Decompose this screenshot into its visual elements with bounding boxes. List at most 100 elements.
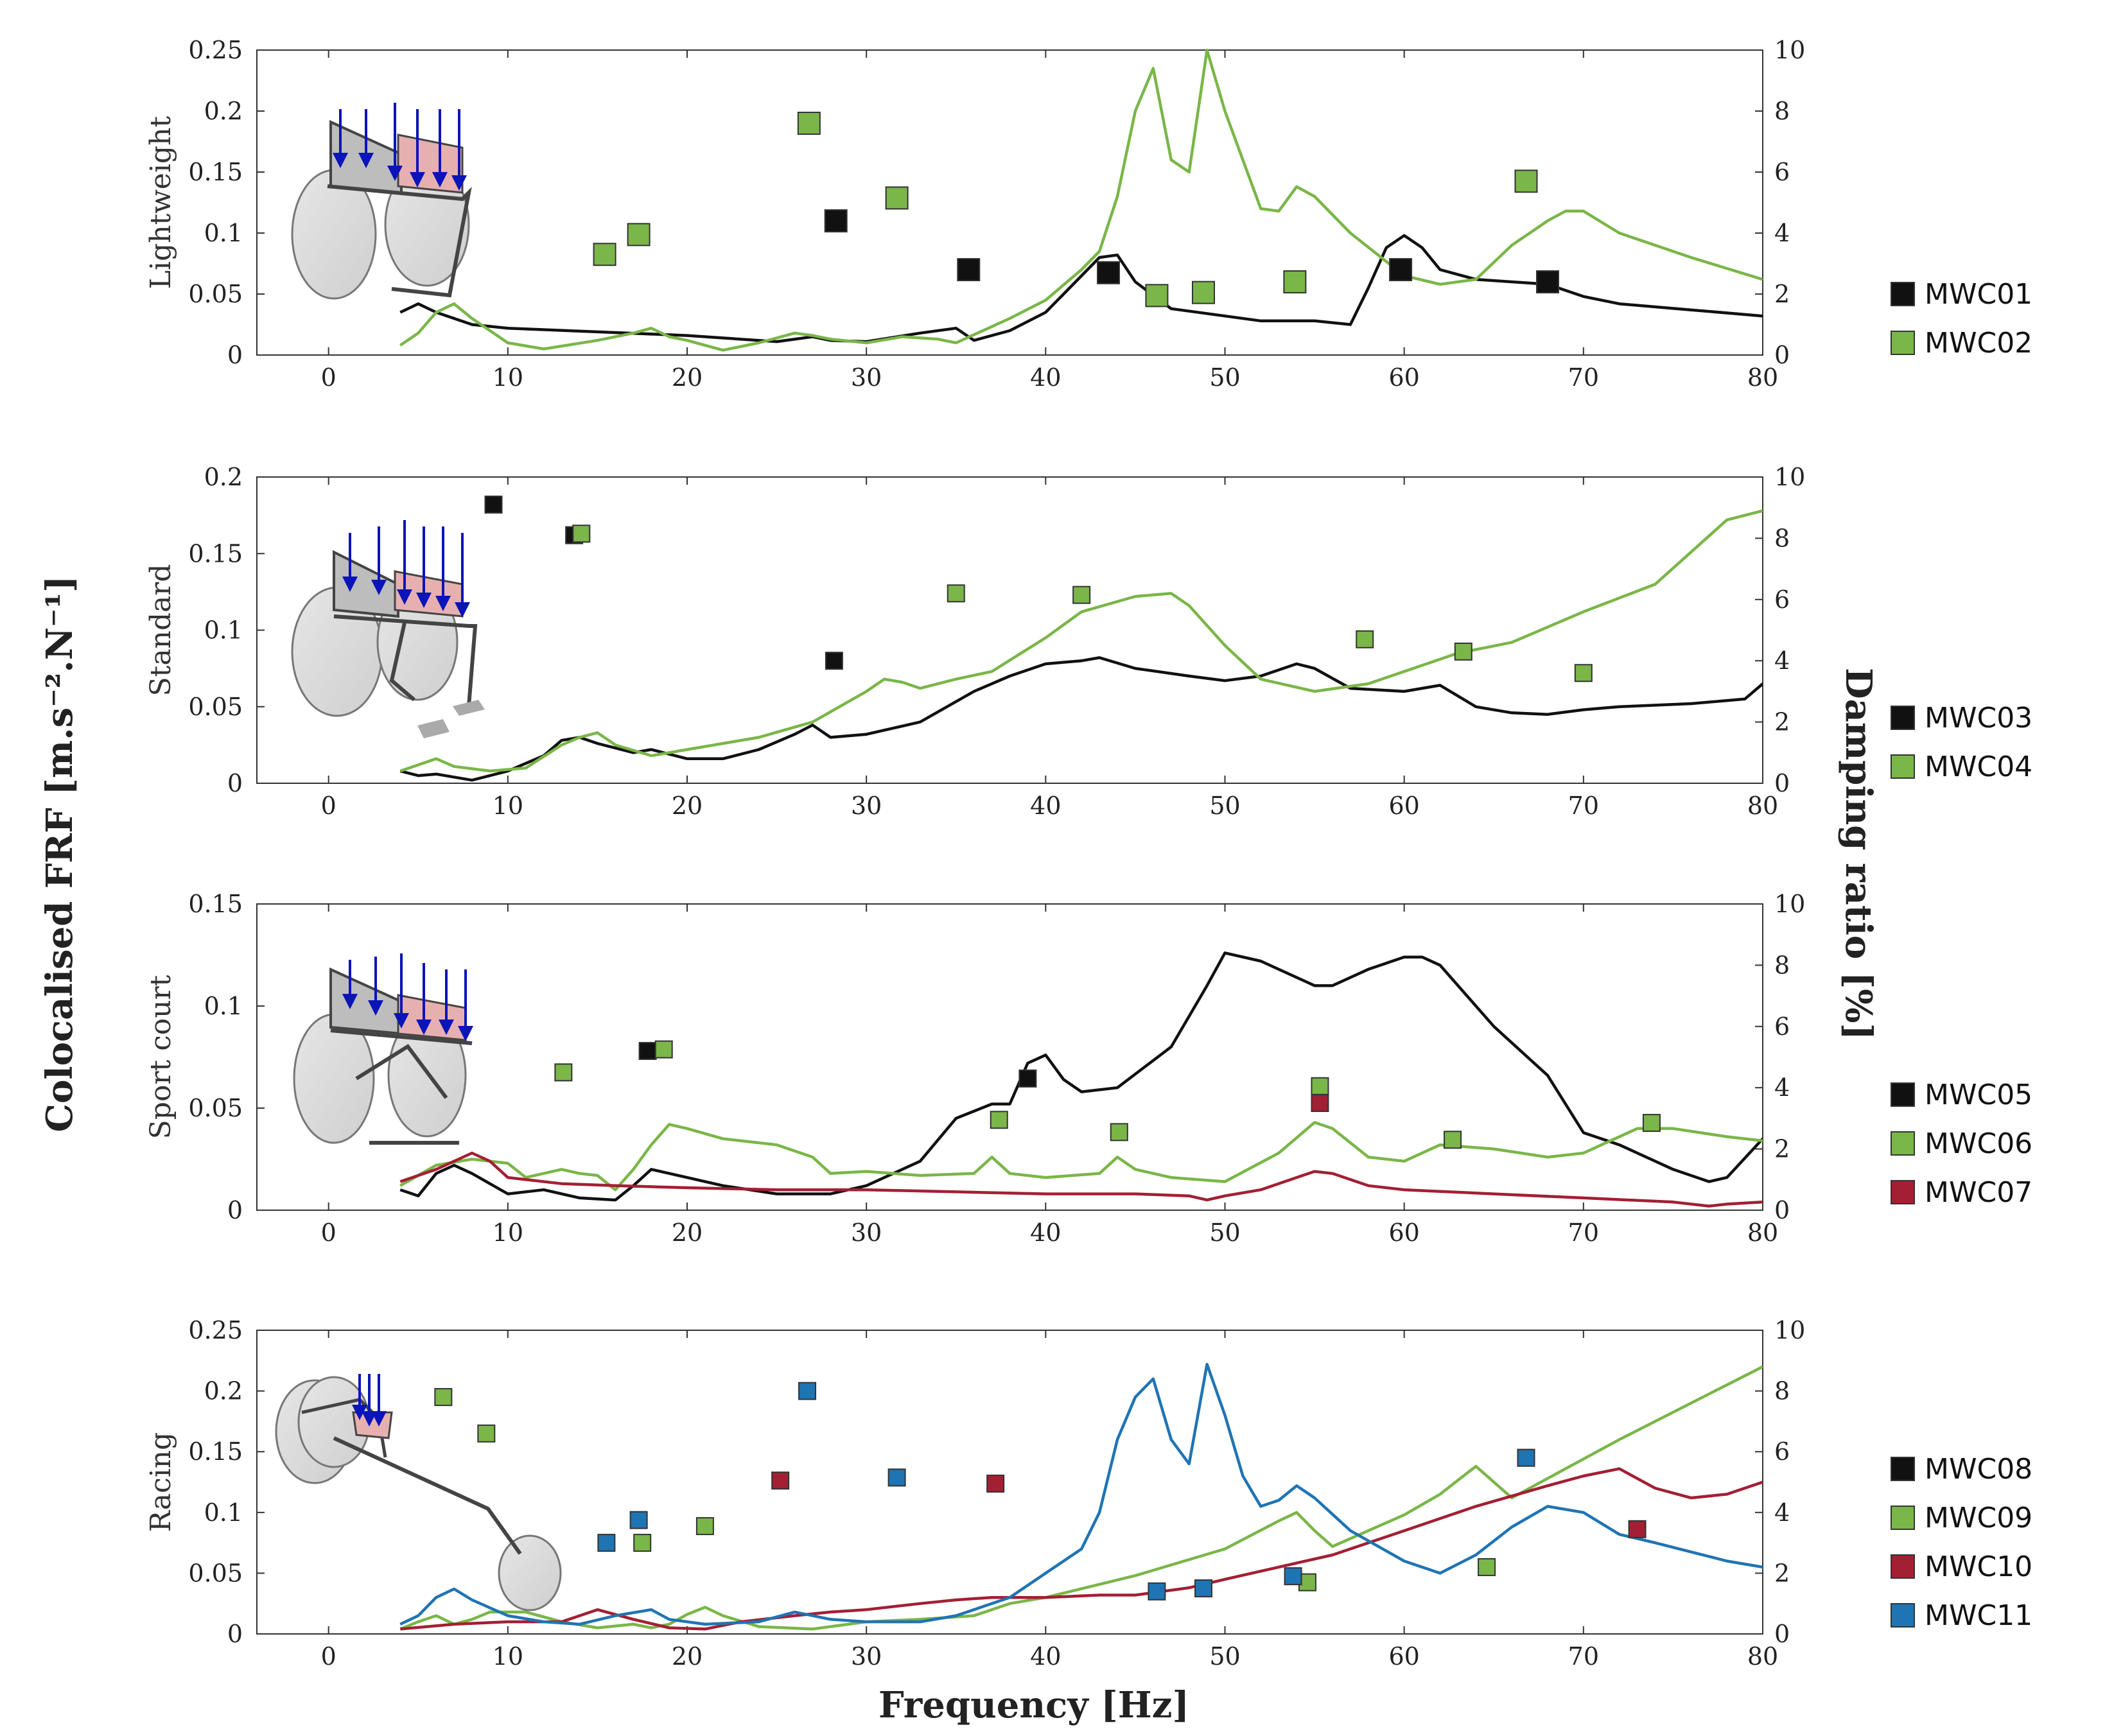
panel-label: Lightweight — [144, 116, 177, 289]
damping-marker-mwc11 — [887, 1468, 906, 1487]
damping-marker-mwc07 — [1311, 1094, 1329, 1113]
x-tick-label: 0 — [321, 1642, 336, 1671]
x-tick-label: 20 — [672, 363, 703, 392]
legend-label: MWC08 — [1925, 1453, 2032, 1486]
x-tick-label: 80 — [1747, 792, 1778, 820]
legend-swatch — [1891, 282, 1915, 306]
y-tick-label: 0.15 — [188, 539, 243, 568]
damping-marker-mwc11 — [1284, 1567, 1302, 1586]
damping-tick-label: 4 — [1774, 1073, 1790, 1102]
damping-tick-label: 0 — [1774, 1196, 1790, 1224]
x-tick-label: 70 — [1568, 1219, 1599, 1247]
damping-tick-label: 8 — [1774, 951, 1790, 979]
damping-marker-mwc02 — [627, 223, 651, 247]
damping-tick-label: 10 — [1774, 36, 1805, 64]
damping-marker-mwc04 — [572, 525, 591, 543]
damping-marker-mwc06 — [1444, 1131, 1462, 1149]
damping-tick-label: 10 — [1774, 1316, 1805, 1344]
x-tick-label: 60 — [1388, 792, 1419, 820]
damping-marker-mwc06 — [1311, 1077, 1329, 1095]
damping-tick-label: 4 — [1774, 219, 1790, 247]
legend-swatch — [1891, 1180, 1915, 1204]
legend-swatch — [1891, 1131, 1915, 1156]
legend-label: MWC01 — [1925, 278, 2032, 311]
damping-marker-mwc11 — [1148, 1582, 1166, 1601]
standard-wheelchair-illustration — [291, 520, 485, 738]
x-tick-label: 0 — [321, 792, 336, 820]
damping-marker-mwc09 — [434, 1388, 453, 1407]
legend-label: MWC05 — [1925, 1079, 2032, 1111]
damping-tick-label: 8 — [1774, 1377, 1790, 1405]
y-tick-label: 0.2 — [204, 1377, 243, 1405]
x-tick-label: 50 — [1209, 1642, 1240, 1671]
panel-label: Racing — [144, 1432, 177, 1532]
x-tick-label: 40 — [1030, 363, 1061, 392]
x-tick-label: 70 — [1568, 1642, 1599, 1671]
right-axis-title: Damping ratio [%] — [1837, 668, 1880, 1040]
y-tick-label: 0.1 — [204, 219, 243, 247]
frf-line-mwc04 — [399, 509, 1763, 773]
y-tick-label: 0.15 — [188, 890, 243, 918]
x-tick-label: 50 — [1209, 1219, 1240, 1247]
damping-marker-mwc04 — [1454, 642, 1472, 661]
damping-marker-mwc11 — [629, 1511, 648, 1529]
legend-swatch — [1891, 754, 1915, 779]
y-tick-label: 0 — [227, 769, 243, 797]
legend-swatch — [1891, 1603, 1915, 1627]
x-tick-label: 0 — [321, 1219, 336, 1247]
x-tick-label: 0 — [321, 363, 336, 392]
damping-tick-label: 0 — [1774, 769, 1790, 797]
x-tick-label: 10 — [493, 363, 523, 392]
x-tick-label: 10 — [493, 1219, 523, 1247]
x-tick-label: 70 — [1568, 363, 1599, 392]
damping-tick-label: 4 — [1774, 1498, 1790, 1527]
damping-marker-mwc02 — [593, 243, 616, 266]
damping-marker-mwc02 — [1192, 281, 1215, 304]
legend-label: MWC06 — [1925, 1127, 2032, 1160]
damping-marker-mwc04 — [1072, 586, 1091, 604]
damping-marker-mwc11 — [1194, 1579, 1212, 1598]
x-tick-label: 20 — [672, 1219, 703, 1247]
damping-marker-mwc01 — [1536, 270, 1559, 293]
frf-line-mwc03 — [399, 656, 1763, 782]
damping-marker-mwc01 — [1097, 261, 1121, 284]
y-tick-label: 0 — [227, 1620, 243, 1648]
y-tick-label: 0.15 — [188, 158, 243, 186]
panel-label: Sport court — [144, 975, 177, 1139]
x-tick-label: 30 — [851, 363, 882, 392]
y-tick-label: 0.05 — [188, 1094, 243, 1122]
x-tick-label: 30 — [851, 1642, 882, 1671]
damping-marker-mwc02 — [797, 112, 821, 135]
x-tick-label: 30 — [851, 1219, 882, 1247]
plot-frame — [256, 49, 1763, 356]
lightweight-wheelchair-illustration — [291, 103, 472, 300]
damping-marker-mwc03 — [484, 495, 503, 514]
plot-frame — [256, 1330, 1763, 1635]
damping-marker-mwc09 — [1478, 1558, 1496, 1576]
panel-standard: 0 10 20 30 40 50 60 70 8000.050.10.150.20246810S… — [144, 463, 2032, 820]
legend-label: MWC11 — [1925, 1599, 2032, 1632]
damping-marker-mwc11 — [597, 1534, 616, 1552]
legend-label: MWC10 — [1925, 1550, 2032, 1583]
sport-court-wheelchair-illustration — [293, 953, 473, 1145]
damping-tick-label: 6 — [1774, 1012, 1790, 1041]
damping-marker-mwc09 — [695, 1517, 714, 1536]
damping-marker-mwc04 — [947, 584, 965, 603]
x-tick-label: 50 — [1209, 363, 1240, 392]
x-tick-label: 40 — [1030, 792, 1061, 820]
damping-tick-label: 8 — [1774, 524, 1790, 552]
x-tick-label: 80 — [1747, 363, 1778, 392]
damping-marker-mwc04 — [1356, 630, 1374, 648]
y-tick-label: 0.25 — [188, 36, 243, 64]
x-tick-label: 30 — [851, 792, 882, 820]
damping-marker-mwc06 — [990, 1111, 1008, 1129]
damping-marker-mwc11 — [1517, 1448, 1535, 1467]
y-tick-label: 0 — [227, 1196, 243, 1224]
damping-tick-label: 8 — [1774, 97, 1790, 125]
panel-racing: 0 10 20 30 40 50 60 70 8000.050.10.150.20.250246… — [144, 1316, 2032, 1671]
damping-marker-mwc06 — [1110, 1123, 1128, 1141]
y-tick-label: 0.2 — [204, 463, 243, 491]
damping-tick-label: 2 — [1774, 1135, 1790, 1163]
y-tick-label: 0.05 — [188, 1559, 243, 1587]
legend-swatch — [1891, 706, 1915, 730]
